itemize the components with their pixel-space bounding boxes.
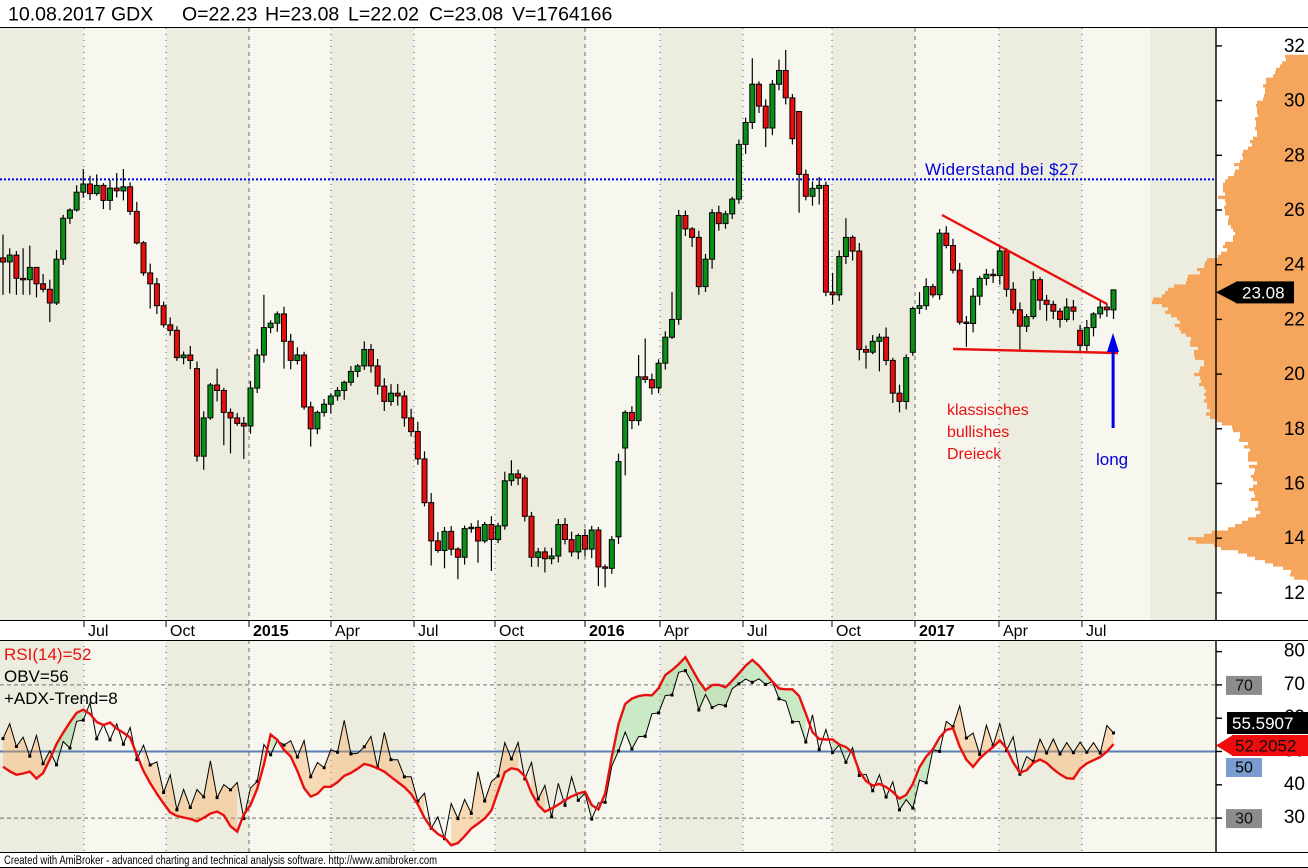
svg-text:Created with AmiBroker - advan: Created with AmiBroker - advanced charti…: [4, 855, 437, 867]
svg-text:40: 40: [1284, 774, 1305, 795]
svg-text:Jul: Jul: [747, 623, 767, 640]
svg-text:32: 32: [1284, 36, 1305, 57]
svg-text:50: 50: [1235, 760, 1253, 777]
svg-text:16: 16: [1284, 474, 1305, 495]
svg-text:Oct: Oct: [836, 623, 861, 640]
svg-text:2016: 2016: [589, 623, 625, 640]
svg-text:Widerstand bei $27: Widerstand bei $27: [925, 160, 1079, 179]
svg-text:70: 70: [1235, 677, 1253, 694]
svg-text:OBV=56: OBV=56: [4, 667, 69, 686]
svg-text:bullishes: bullishes: [947, 424, 1009, 441]
svg-text:30: 30: [1235, 811, 1253, 828]
svg-text:V=1764166: V=1764166: [512, 4, 612, 26]
svg-text:long: long: [1096, 450, 1128, 469]
svg-text:28: 28: [1284, 145, 1305, 166]
svg-text:Apr: Apr: [335, 623, 361, 640]
svg-text:12: 12: [1284, 583, 1305, 604]
svg-text:14: 14: [1284, 528, 1306, 549]
svg-text:Apr: Apr: [664, 623, 690, 640]
svg-text:Oct: Oct: [170, 623, 195, 640]
svg-text:Jul: Jul: [88, 623, 108, 640]
svg-text:klassisches: klassisches: [947, 402, 1029, 419]
svg-text:Jul: Jul: [1086, 623, 1106, 640]
svg-text:C=23.08: C=23.08: [429, 4, 503, 26]
svg-text:10.08.2017 GDX: 10.08.2017 GDX: [8, 4, 153, 26]
svg-text:Oct: Oct: [499, 623, 524, 640]
svg-text:23.08: 23.08: [1242, 283, 1285, 302]
svg-text:Jul: Jul: [418, 623, 438, 640]
svg-text:+ADX-Trend=8: +ADX-Trend=8: [4, 689, 118, 708]
svg-text:H=23.08: H=23.08: [265, 4, 339, 26]
svg-text:Dreieck: Dreieck: [947, 446, 1002, 463]
svg-text:52.2052: 52.2052: [1235, 737, 1296, 756]
svg-text:26: 26: [1284, 200, 1305, 221]
svg-text:2017: 2017: [919, 623, 955, 640]
svg-text:20: 20: [1284, 364, 1305, 385]
svg-text:Apr: Apr: [1003, 623, 1029, 640]
svg-text:22: 22: [1284, 309, 1305, 330]
svg-text:18: 18: [1284, 419, 1305, 440]
svg-text:O=22.23: O=22.23: [182, 4, 257, 26]
svg-text:55.5907: 55.5907: [1232, 714, 1293, 733]
svg-text:70: 70: [1284, 674, 1305, 695]
svg-text:30: 30: [1284, 91, 1305, 112]
svg-text:RSI(14)=52: RSI(14)=52: [4, 645, 91, 664]
svg-text:2015: 2015: [253, 623, 289, 640]
svg-text:30: 30: [1284, 807, 1305, 828]
svg-text:80: 80: [1284, 641, 1305, 662]
svg-text:L=22.02: L=22.02: [348, 4, 419, 26]
svg-text:24: 24: [1284, 255, 1306, 276]
